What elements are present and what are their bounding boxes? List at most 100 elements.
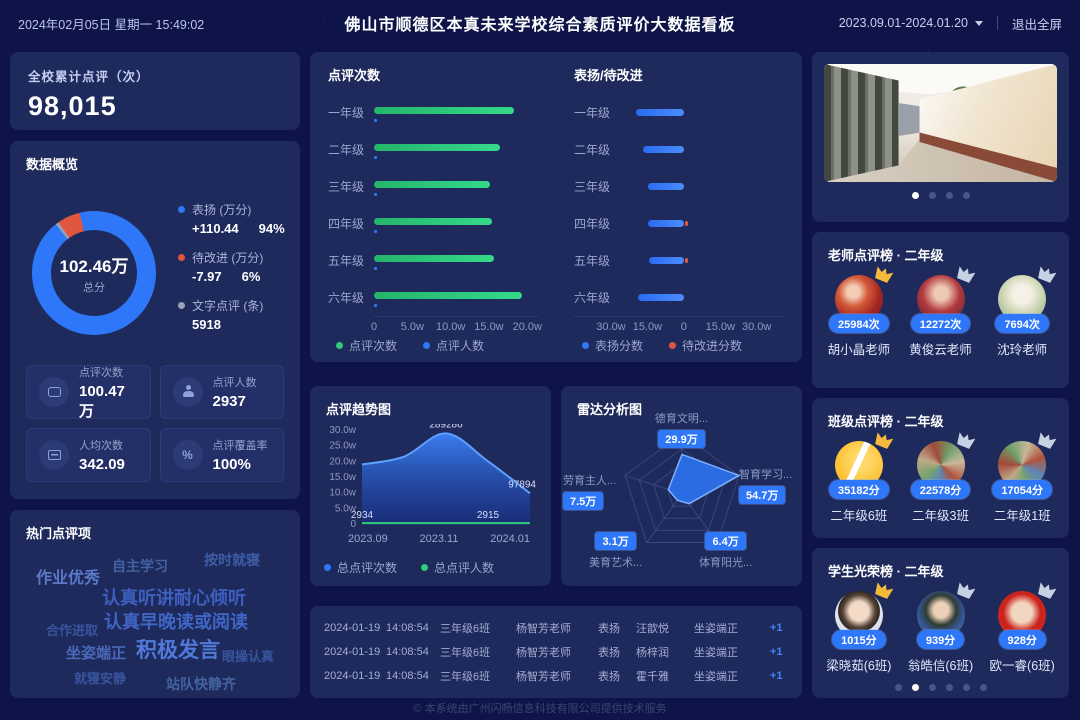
count-badge: 12272次 <box>910 314 971 333</box>
percent-icon: % <box>172 440 203 470</box>
tornado-axis: 30.0w 15.0w 0 15.0w 30.0w <box>574 316 784 333</box>
word-cloud: 作业优秀 自主学习 按时就寝 认真听讲耐心倾听 合作进取 认真早晚读或阅读 坐姿端正 积极发言… <box>24 548 286 698</box>
pagination-dot[interactable] <box>928 192 936 199</box>
score-badge: 35182分 <box>829 480 889 499</box>
student-ranking-title: 学生光荣榜 · 二年级 <box>828 564 944 579</box>
bar-row: 六年级 <box>328 279 538 316</box>
bar-row: 五年级 <box>574 242 784 279</box>
table-row: 2024-01-19 14:08:54 三年级6班 杨智芳老师 表扬 汪歆悦 坐姿端正… <box>324 622 783 635</box>
pagination-dot[interactable] <box>911 684 919 691</box>
legend-improve-score[interactable]: 待改进分数 <box>669 337 742 354</box>
legend-praise[interactable]: 表扬 (万分) +110.44 94% <box>178 201 285 236</box>
date-range-value: 2023.09.01-2024.01.20 <box>838 16 968 30</box>
teacher-ranking-title: 老师点评榜 · 二年级 <box>828 248 944 263</box>
total-reviews-card: 全校累计点评（次） 98,015 <box>10 52 300 130</box>
divider <box>997 16 998 30</box>
score-donut-chart: 102.46万 总分 <box>32 211 156 335</box>
pagination-dot[interactable] <box>962 684 970 691</box>
cloud-word: 合作进取 <box>46 623 99 638</box>
legend-dot <box>178 206 185 213</box>
header: 2024年02月05日 星期一 15:49:02 佛山市顺德区本真未来学校综合素… <box>0 0 1080 46</box>
header-datetime: 2024年02月05日 星期一 15:49:02 <box>18 17 205 32</box>
legend-text-reviews[interactable]: 文字点评 (条) 5918 <box>178 297 285 332</box>
score-badge: 22578分 <box>910 480 971 499</box>
praise-improve-chart-title: 表扬/待改进 <box>574 68 643 83</box>
class-ranking-card: 班级点评榜 · 二年级 35182分 二年级6班 22578分 二年级3班 17… <box>812 398 1069 538</box>
pagination-dot[interactable] <box>962 192 970 199</box>
pagination-dot[interactable] <box>894 684 902 691</box>
comment-icon <box>39 377 69 407</box>
overview-title: 数据概览 <box>26 157 79 172</box>
card-icon <box>39 440 69 470</box>
user-icon <box>172 377 203 407</box>
student-ranking-card: 学生光荣榜 · 二年级 1015分 梁晓茹(6班) 939分 翁皓信(6班) 9… <box>812 548 1069 698</box>
total-reviews-label: 全校累计点评（次） <box>28 70 150 84</box>
pagination-dot[interactable] <box>945 684 953 691</box>
count-badge: 25984次 <box>829 314 889 333</box>
pagination-dot[interactable] <box>945 192 953 199</box>
review-count-chart-title: 点评次数 <box>328 68 381 83</box>
student-rank-item: 928分 欧一睿(6班) <box>981 591 1063 674</box>
radar-axis-labor: 劳育主人... 7.5万 <box>563 475 617 510</box>
grade-charts-card: 点评次数 一年级 二年级 三年级 四年级 五年级 六年级 0 5.0w 10.0w 1… <box>310 52 802 362</box>
crown-icon <box>1036 265 1057 283</box>
praise-improve-bars: 一年级 二年级 三年级 四年级 五年级 六年级 <box>574 94 784 316</box>
photo-carousel-card <box>812 52 1069 222</box>
stat-coverage: % 点评覆盖率 100% <box>159 428 284 482</box>
bar-row: 二年级 <box>328 131 538 168</box>
bar-row: 三年级 <box>328 168 538 205</box>
donut-total-value: 102.46万 <box>59 256 129 276</box>
bar-row: 四年级 <box>328 205 538 242</box>
cloud-word: 站队快静齐 <box>166 676 236 692</box>
bar-row: 六年级 <box>574 279 784 316</box>
teacher-rank-item: 7694次 沈玲老师 <box>981 275 1063 358</box>
legend-dot <box>178 254 185 261</box>
cloud-word: 坐姿端正 <box>66 645 127 662</box>
svg-text:20.0w: 20.0w <box>329 456 356 467</box>
bar-row: 四年级 <box>574 205 784 242</box>
bar-row: 一年级 <box>574 94 784 131</box>
bar-row: 一年级 <box>328 94 538 131</box>
carousel-dots <box>824 192 1057 199</box>
svg-text:0: 0 <box>350 519 356 530</box>
pagination-dot[interactable] <box>911 192 919 199</box>
radar-chart-svg <box>624 433 741 544</box>
svg-text:30.0w: 30.0w <box>329 425 356 436</box>
pagination-dot[interactable] <box>979 684 987 691</box>
cloud-word: 按时就寝 <box>204 552 260 568</box>
svg-text:2023.09: 2023.09 <box>348 533 388 545</box>
radar-axis-aesthetic: 美育艺术... 3.1万 <box>589 532 642 570</box>
crown-icon <box>873 265 894 283</box>
cloud-word: 眼操认真 <box>222 649 275 664</box>
count-badge: 7694次 <box>995 314 1049 333</box>
bar-row: 二年级 <box>574 131 784 168</box>
legend-review-people[interactable]: 点评人数 <box>423 337 484 354</box>
student-rank-item: 1015分 梁晓茹(6班) <box>818 591 900 674</box>
table-row: 2024-01-19 14:08:54 三年级6班 杨智芳老师 表扬 霍千雅 坐姿端正… <box>324 670 783 683</box>
student-rank-item: 939分 翁皓信(6班) <box>900 591 982 674</box>
total-reviews-value: 98,015 <box>28 91 117 121</box>
legend-improve[interactable]: 待改进 (万分) -7.97 6% <box>178 249 285 284</box>
class-rank-item: 22578分 二年级3班 <box>900 441 982 524</box>
table-row: 2024-01-19 14:08:54 三年级6班 杨智芳老师 表扬 杨梓润 坐姿端正… <box>324 646 783 659</box>
svg-text:2024.01: 2024.01 <box>490 533 530 545</box>
date-range-selector[interactable]: 2023.09.01-2024.01.20 <box>839 16 983 30</box>
bar-row: 五年级 <box>328 242 538 279</box>
svg-text:25.0w: 25.0w <box>329 441 356 452</box>
legend-praise-score[interactable]: 表扬分数 <box>582 337 643 354</box>
exit-fullscreen-button[interactable]: 退出全屏 <box>1012 17 1063 32</box>
pagination-dot[interactable] <box>928 684 936 691</box>
page-title: 佛山市顺德区本真未来学校综合素质评价大数据看板 <box>344 17 736 34</box>
radar-chart-card: 雷达分析图 德育文明... 29.9万 智育学习... 54.7万 体育阳光... 6… <box>561 386 802 586</box>
legend-total-people[interactable]: 总点评人数 <box>421 559 494 576</box>
hot-items-title: 热门点评项 <box>26 526 92 541</box>
student-dots <box>812 684 1069 691</box>
legend-total-reviews[interactable]: 总点评次数 <box>324 559 397 576</box>
review-count-bars: 一年级 二年级 三年级 四年级 五年级 六年级 <box>328 94 538 316</box>
legend-review-count[interactable]: 点评次数 <box>336 337 397 354</box>
radar-axis-physical: 体育阳光... 6.4万 <box>699 532 752 570</box>
stat-average-count: 人均次数 342.09 <box>26 428 151 482</box>
svg-text:97894: 97894 <box>508 479 536 490</box>
grade-axis: 0 5.0w 10.0w 15.0w 20.0w <box>371 316 542 333</box>
crown-icon <box>873 581 894 599</box>
